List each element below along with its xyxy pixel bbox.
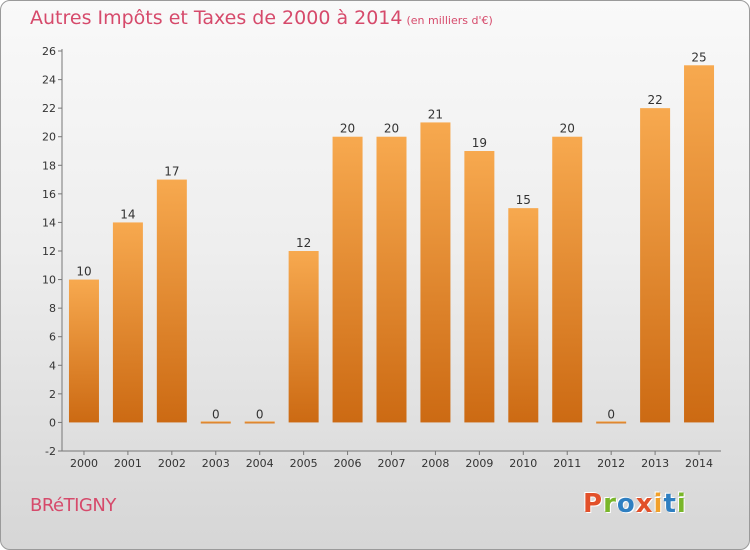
- x-tick-label: 2013: [641, 457, 669, 470]
- x-tick-label: 2010: [509, 457, 537, 470]
- brand-letter: P: [583, 489, 604, 519]
- bar: [112, 222, 143, 423]
- bar: [552, 136, 583, 423]
- bar: [508, 208, 539, 423]
- bar: [332, 136, 363, 423]
- y-tick-label: 10: [42, 274, 56, 287]
- bar: [244, 421, 275, 424]
- brand-letter: x: [635, 489, 654, 519]
- chart-title: Autres Impôts et Taxes de 2000 à 2014 (en…: [30, 7, 493, 29]
- y-tick-label: 14: [42, 216, 56, 229]
- bar: [640, 108, 671, 423]
- x-tick-label: 2000: [70, 457, 98, 470]
- data-label: 20: [384, 122, 399, 136]
- brand-letter: r: [603, 489, 617, 519]
- x-tick-label: 2005: [290, 457, 318, 470]
- x-tick-label: 2001: [114, 457, 142, 470]
- data-label: 22: [647, 93, 662, 107]
- data-label: 17: [164, 165, 179, 179]
- value-labels: 10 14 17 0 0 12 20 20 21 19 15 20 0 22 25: [76, 50, 706, 421]
- y-tick-label: 20: [42, 131, 56, 144]
- data-label: 15: [516, 193, 531, 207]
- data-label: 21: [428, 107, 443, 121]
- data-label: 14: [120, 207, 135, 221]
- brand-letter: o: [616, 489, 636, 519]
- data-label: 0: [607, 407, 615, 421]
- y-tick-label: -2: [45, 445, 56, 458]
- data-label: 0: [256, 407, 264, 421]
- y-tick-label: 4: [49, 359, 56, 372]
- bar: [288, 251, 319, 423]
- bar: [684, 65, 715, 423]
- bar: [464, 151, 495, 423]
- x-tick-label: 2006: [334, 457, 362, 470]
- data-label: 20: [340, 122, 355, 136]
- title-main: Autres Impôts et Taxes de 2000 à 2014: [30, 7, 403, 29]
- y-tick-label: 0: [49, 416, 56, 429]
- data-label: 0: [212, 407, 220, 421]
- y-tick-label: 6: [49, 331, 56, 344]
- brand-letter: i: [676, 489, 687, 519]
- brand-letter: i: [653, 489, 664, 519]
- y-tick-label: 8: [49, 302, 56, 315]
- x-tick-label: 2012: [597, 457, 625, 470]
- x-tick-label: 2004: [246, 457, 274, 470]
- x-tick-label: 2007: [378, 457, 406, 470]
- y-tick-label: 18: [42, 159, 56, 172]
- town-name: BRéTIGNY: [30, 495, 116, 516]
- y-tick-label: 26: [42, 45, 56, 58]
- bar: [68, 279, 99, 423]
- y-tick-label: 24: [42, 74, 56, 87]
- bar: [596, 421, 627, 424]
- data-label: 12: [296, 236, 311, 250]
- x-tick-label: 2009: [465, 457, 493, 470]
- y-tick-label: 16: [42, 188, 56, 201]
- bar: [200, 421, 231, 424]
- x-tick-label: 2003: [202, 457, 230, 470]
- brand-letter: t: [663, 489, 677, 519]
- bar: [156, 179, 187, 423]
- x-tick-label: 2014: [685, 457, 713, 470]
- data-label: 10: [76, 265, 91, 279]
- y-tick-label: 22: [42, 102, 56, 115]
- data-label: 19: [472, 136, 487, 150]
- bar: [376, 136, 407, 423]
- title-unit: (en milliers d'€): [406, 14, 493, 27]
- y-tick-label: 12: [42, 245, 56, 258]
- x-tick-label: 2002: [158, 457, 186, 470]
- x-tick-label: 2008: [421, 457, 449, 470]
- bars: [68, 65, 715, 424]
- x-tick-label: 2011: [553, 457, 581, 470]
- brand-logo: Proxiti: [583, 489, 687, 519]
- y-tick-label: 2: [49, 388, 56, 401]
- data-label: 25: [691, 50, 706, 64]
- data-label: 20: [560, 122, 575, 136]
- bar: [420, 122, 451, 423]
